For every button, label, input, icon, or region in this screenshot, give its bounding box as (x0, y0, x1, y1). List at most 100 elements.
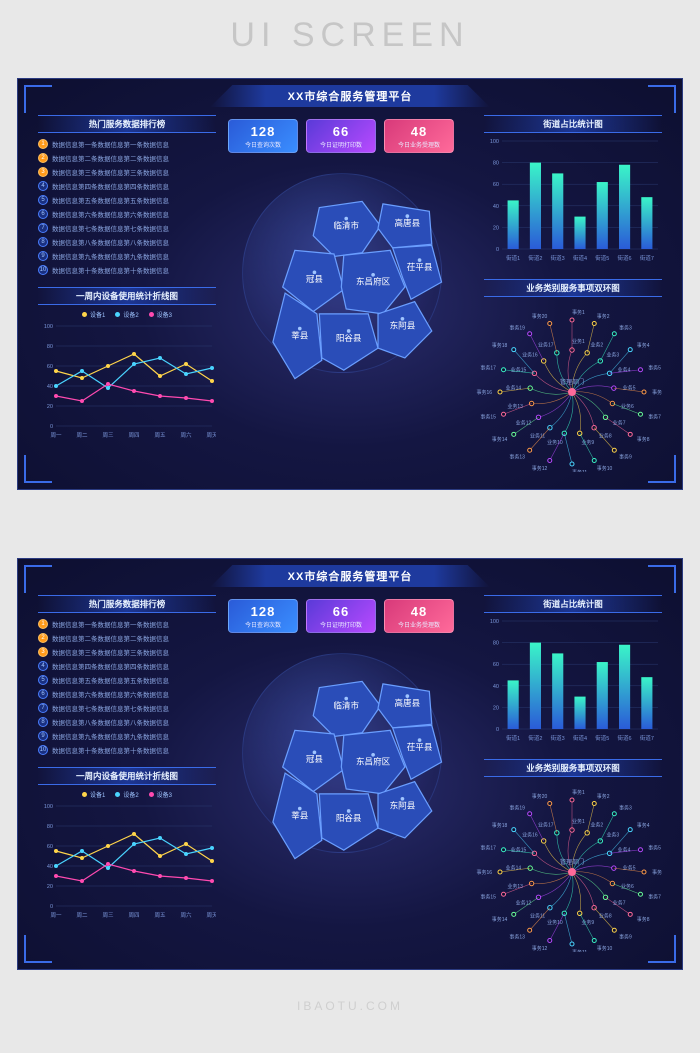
radial-node[interactable] (578, 431, 582, 435)
ranking-row[interactable]: 1数据信息第一条数据信息第一条数据信息 (38, 138, 216, 150)
radial-node[interactable] (628, 432, 632, 436)
radial-node[interactable] (592, 458, 596, 462)
radial-node[interactable] (498, 390, 502, 394)
legend-item[interactable]: 设备1 (82, 310, 105, 319)
radial-node[interactable] (528, 332, 532, 336)
radial-node[interactable] (638, 368, 642, 372)
radial-node[interactable] (529, 881, 533, 885)
radial-node[interactable] (528, 448, 532, 452)
radial-node[interactable] (512, 912, 516, 916)
kpi-card[interactable]: 66今日证明打印数 (306, 599, 376, 633)
radial-node[interactable] (612, 928, 616, 932)
radial-node[interactable] (502, 368, 506, 372)
bar[interactable] (597, 182, 608, 249)
bar[interactable] (552, 653, 563, 729)
bar[interactable] (597, 662, 608, 729)
radial-node[interactable] (529, 401, 533, 405)
kpi-card[interactable]: 128今日查询次数 (228, 119, 298, 153)
ranking-row[interactable]: 8数据信息第八条数据信息第八条数据信息 (38, 716, 216, 728)
radial-node[interactable] (548, 458, 552, 462)
kpi-card[interactable]: 128今日查询次数 (228, 599, 298, 633)
radial-node[interactable] (562, 431, 566, 435)
bar[interactable] (619, 165, 630, 249)
radial-node[interactable] (592, 938, 596, 942)
radial-node[interactable] (555, 831, 559, 835)
radial-node[interactable] (578, 911, 582, 915)
radial-node[interactable] (612, 332, 616, 336)
radial-node[interactable] (612, 812, 616, 816)
bar[interactable] (508, 200, 519, 249)
radial-node[interactable] (570, 318, 574, 322)
radial-node[interactable] (638, 412, 642, 416)
radial-node[interactable] (610, 401, 614, 405)
radial-node[interactable] (502, 412, 506, 416)
ranking-row[interactable]: 4数据信息第四条数据信息第四条数据信息 (38, 180, 216, 192)
radial-node[interactable] (570, 798, 574, 802)
radial-node[interactable] (628, 912, 632, 916)
radial-node[interactable] (570, 942, 574, 946)
ranking-row[interactable]: 3数据信息第三条数据信息第三条数据信息 (38, 646, 216, 658)
radial-node[interactable] (512, 348, 516, 352)
legend-item[interactable]: 设备1 (82, 790, 105, 799)
ranking-row[interactable]: 10数据信息第十条数据信息第十条数据信息 (38, 264, 216, 276)
ranking-row[interactable]: 1数据信息第一条数据信息第一条数据信息 (38, 618, 216, 630)
bar[interactable] (641, 197, 652, 249)
ranking-row[interactable]: 9数据信息第九条数据信息第九条数据信息 (38, 250, 216, 262)
bar[interactable] (552, 173, 563, 249)
radial-node[interactable] (528, 812, 532, 816)
radial-node[interactable] (642, 870, 646, 874)
radial-node[interactable] (512, 828, 516, 832)
legend-item[interactable]: 设备2 (115, 790, 138, 799)
bar[interactable] (574, 697, 585, 729)
ranking-row[interactable]: 2数据信息第二条数据信息第二条数据信息 (38, 632, 216, 644)
radial-node[interactable] (548, 938, 552, 942)
radial-node[interactable] (638, 892, 642, 896)
radial-node[interactable] (502, 848, 506, 852)
ranking-row[interactable]: 6数据信息第六条数据信息第六条数据信息 (38, 688, 216, 700)
radial-node[interactable] (612, 448, 616, 452)
radial-node[interactable] (570, 462, 574, 466)
kpi-card[interactable]: 48今日业务受理数 (384, 119, 454, 153)
radial-node[interactable] (642, 390, 646, 394)
ranking-row[interactable]: 4数据信息第四条数据信息第四条数据信息 (38, 660, 216, 672)
ranking-row[interactable]: 7数据信息第七条数据信息第七条数据信息 (38, 222, 216, 234)
ranking-row[interactable]: 10数据信息第十条数据信息第十条数据信息 (38, 744, 216, 756)
radial-node[interactable] (585, 351, 589, 355)
radial-node[interactable] (638, 848, 642, 852)
radial-center-node[interactable] (568, 388, 576, 396)
ranking-row[interactable]: 7数据信息第七条数据信息第七条数据信息 (38, 702, 216, 714)
radial-node[interactable] (610, 881, 614, 885)
radial-node[interactable] (555, 351, 559, 355)
ranking-row[interactable]: 6数据信息第六条数据信息第六条数据信息 (38, 208, 216, 220)
legend-item[interactable]: 设备3 (149, 790, 172, 799)
ranking-row[interactable]: 8数据信息第八条数据信息第八条数据信息 (38, 236, 216, 248)
bar[interactable] (508, 680, 519, 729)
kpi-card[interactable]: 66今日证明打印数 (306, 119, 376, 153)
radial-node[interactable] (592, 802, 596, 806)
radial-node[interactable] (628, 828, 632, 832)
bar[interactable] (641, 677, 652, 729)
radial-node[interactable] (562, 911, 566, 915)
radial-node[interactable] (498, 870, 502, 874)
bar[interactable] (530, 643, 541, 729)
bar[interactable] (619, 645, 630, 729)
ranking-row[interactable]: 5数据信息第五条数据信息第五条数据信息 (38, 194, 216, 206)
radial-node[interactable] (548, 802, 552, 806)
radial-node[interactable] (592, 322, 596, 326)
ranking-row[interactable]: 2数据信息第二条数据信息第二条数据信息 (38, 152, 216, 164)
radial-node[interactable] (628, 348, 632, 352)
radial-node[interactable] (512, 432, 516, 436)
bar[interactable] (574, 217, 585, 249)
radial-node[interactable] (585, 831, 589, 835)
radial-node[interactable] (502, 892, 506, 896)
legend-item[interactable]: 设备2 (115, 310, 138, 319)
legend-item[interactable]: 设备3 (149, 310, 172, 319)
ranking-row[interactable]: 3数据信息第三条数据信息第三条数据信息 (38, 166, 216, 178)
bar[interactable] (530, 163, 541, 249)
radial-node[interactable] (548, 322, 552, 326)
ranking-row[interactable]: 5数据信息第五条数据信息第五条数据信息 (38, 674, 216, 686)
radial-center-node[interactable] (568, 868, 576, 876)
ranking-row[interactable]: 9数据信息第九条数据信息第九条数据信息 (38, 730, 216, 742)
radial-node[interactable] (528, 928, 532, 932)
kpi-card[interactable]: 48今日业务受理数 (384, 599, 454, 633)
